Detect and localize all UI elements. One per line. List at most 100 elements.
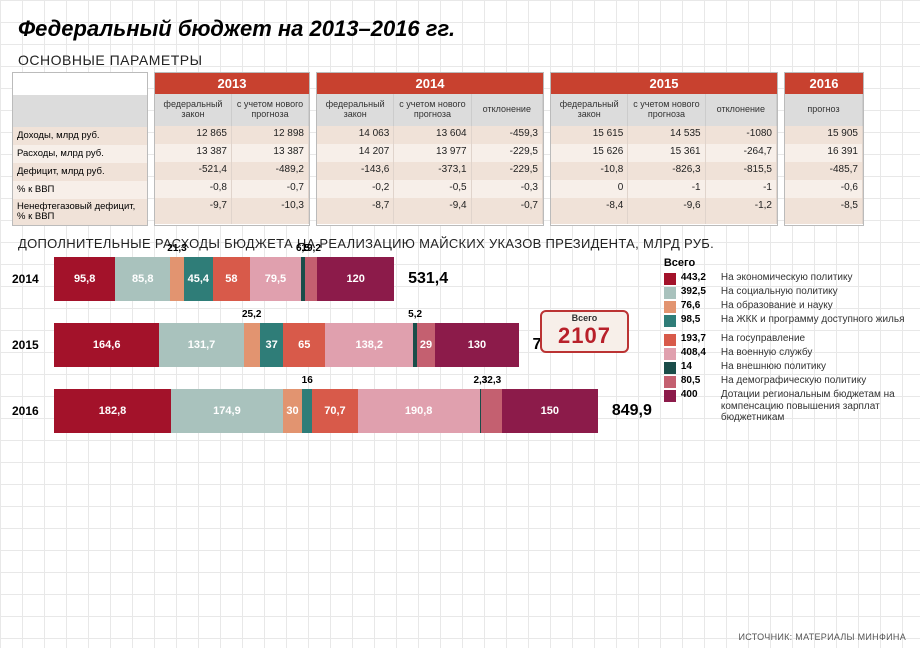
bar-segment-gov: 65 (283, 323, 325, 367)
bar-segment-edu: 30 (283, 389, 302, 433)
legend-swatch (664, 273, 676, 285)
bar-segment-regions: 120 (317, 257, 394, 301)
bar-stack: 164,6131,725,23765138,25,229130 (54, 323, 519, 367)
legend-row: 400Дотации региональным бюджетам на комп… (664, 389, 908, 424)
bar-segment-housing: 16 (302, 389, 312, 433)
col-header: отклонение (472, 94, 543, 126)
parameters-table: Доходы, млрд руб.Расходы, млрд руб.Дефиц… (12, 72, 908, 226)
bar-segment-housing: 45,4 (184, 257, 213, 301)
legend-value: 80,5 (681, 375, 721, 387)
table-cell: -0,2 (317, 180, 394, 198)
page-title: Федеральный бюджет на 2013–2016 гг. (18, 16, 908, 42)
col-header: с учетом нового прогноза (628, 94, 705, 126)
table-cell: -0,3 (472, 180, 543, 198)
bar-segment-econ: 164,6 (54, 323, 159, 367)
table-cell: 15 361 (628, 144, 705, 162)
bar-year-label: 2015 (12, 338, 54, 352)
segment-outlabel: 16 (302, 375, 313, 386)
page: Федеральный бюджет на 2013–2016 гг. ОСНО… (0, 0, 920, 648)
table-cell: -264,7 (706, 144, 777, 162)
legend-row: 392,5На социальную политику (664, 286, 908, 299)
legend-label: На военную службу (721, 347, 908, 359)
bar-row-2014: 201495,885,821,345,45879,56,519,2120 531,… (12, 257, 652, 301)
table-cell: -9,4 (394, 198, 471, 224)
bar-segment-military: 79,5 (250, 257, 301, 301)
table-cell: -1 (706, 180, 777, 198)
legend-title: Всего (664, 257, 908, 269)
table-cell: -0,5 (394, 180, 471, 198)
table-cell: -10,8 (551, 162, 628, 180)
year-block-2014: 2014федеральный законс учетом нового про… (316, 72, 544, 226)
legend-value: 408,4 (681, 347, 721, 359)
legend-swatch (664, 287, 676, 299)
legend-value: 193,7 (681, 333, 721, 345)
table-cell: -815,5 (706, 162, 777, 180)
section1-subtitle: ОСНОВНЫЕ ПАРАМЕТРЫ (18, 52, 908, 68)
row-label: Расходы, млрд руб. (13, 145, 108, 163)
table-cell: -0,7 (232, 180, 309, 198)
bar-segment-military: 138,2 (325, 323, 413, 367)
bar-segment-demo: 29 (417, 323, 436, 367)
table-cell: -489,2 (232, 162, 309, 180)
row-label: Ненефтегазовый дефицит, % к ВВП (13, 199, 147, 225)
table-cell: -485,7 (785, 162, 863, 180)
bar-total: 531,4 (408, 270, 448, 288)
legend-value: 14 (681, 361, 721, 373)
legend-row: 408,4На военную службу (664, 347, 908, 360)
table-cell: 13 387 (232, 144, 309, 162)
bar-segment-social: 174,9 (171, 389, 283, 433)
legend: Всего443,2На экономическую политику392,5… (652, 257, 908, 455)
table-cell: -229,5 (472, 162, 543, 180)
bar-year-label: 2016 (12, 404, 54, 418)
table-cell: 14 063 (317, 126, 394, 144)
bar-segment-regions: 150 (502, 389, 598, 433)
col-header: прогноз (785, 94, 863, 126)
bar-stack: 182,8174,9301670,7190,82,332,3150 (54, 389, 598, 433)
segment-outlabel: 32,3 (482, 375, 501, 386)
col-header: федеральный закон (317, 94, 394, 126)
table-cell: -521,4 (155, 162, 232, 180)
table-cell: -8,4 (551, 198, 628, 224)
table-cell: 14 207 (317, 144, 394, 162)
legend-row: 193,7На госуправление (664, 333, 908, 346)
col-header: с учетом нового прогноза (232, 94, 309, 126)
bar-segment-social: 131,7 (159, 323, 243, 367)
bar-stack: 95,885,821,345,45879,56,519,2120 (54, 257, 394, 301)
bar-segment-econ: 95,8 (54, 257, 115, 301)
bar-segment-gov: 58 (213, 257, 250, 301)
grand-total-label: Всего (558, 313, 611, 323)
col-header: федеральный закон (155, 94, 232, 126)
legend-label: На госуправление (721, 333, 908, 345)
table-cell: -229,5 (472, 144, 543, 162)
bar-row-2016: 2016182,8174,9301670,7190,82,332,3150849… (12, 389, 652, 433)
legend-value: 98,5 (681, 314, 721, 326)
legend-value: 76,6 (681, 300, 721, 312)
col-header: с учетом нового прогноза (394, 94, 471, 126)
table-cell: -1080 (706, 126, 777, 144)
legend-swatch (664, 390, 676, 402)
row-label: Доходы, млрд руб. (13, 127, 104, 145)
legend-label: Дотации региональным бюджетам на компенс… (721, 389, 908, 424)
table-cell: -8,7 (317, 198, 394, 224)
legend-row: 80,5На демографическую политику (664, 375, 908, 388)
row-label: Дефицит, млрд руб. (13, 163, 109, 181)
table-cell: -826,3 (628, 162, 705, 180)
col-header: федеральный закон (551, 94, 628, 126)
table-cell: 12 898 (232, 126, 309, 144)
grand-total-value: 2107 (558, 323, 611, 349)
year-header: 2013 (155, 73, 309, 94)
legend-row: 14На внешнюю политику (664, 361, 908, 374)
year-header: 2014 (317, 73, 543, 94)
segment-outlabel: 21,3 (167, 243, 186, 254)
segment-outlabel: 19,2 (301, 243, 320, 254)
segment-outlabel: 5,2 (408, 309, 422, 320)
year-block-2015: 2015федеральный законс учетом нового про… (550, 72, 778, 226)
legend-value: 392,5 (681, 286, 721, 298)
year-block-2013: 2013федеральный законс учетом нового про… (154, 72, 310, 226)
table-cell: 13 977 (394, 144, 471, 162)
bar-year-label: 2014 (12, 272, 54, 286)
legend-label: На ЖКК и программу доступного жилья (721, 314, 908, 326)
table-cell: -0,7 (472, 198, 543, 224)
table-cell: 15 615 (551, 126, 628, 144)
bar-segment-gov: 70,7 (312, 389, 357, 433)
